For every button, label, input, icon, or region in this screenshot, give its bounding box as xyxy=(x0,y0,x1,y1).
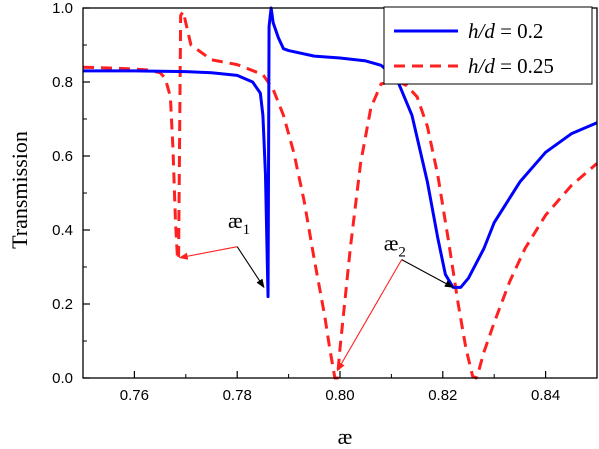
y-tick-label: 0.6 xyxy=(52,148,73,165)
x-axis-title: æ xyxy=(338,424,353,449)
y-tick-label: 0.0 xyxy=(52,370,73,387)
y-tick-label: 0.4 xyxy=(52,222,73,239)
x-tick-label: 0.84 xyxy=(531,387,560,404)
annotation-arrow-2-black xyxy=(401,259,454,288)
y-axis-title: Transmission xyxy=(7,131,32,249)
legend-label-series-1-value: = 0.2 xyxy=(495,19,544,43)
legend-label-series-1-prefix: h/d xyxy=(468,19,495,43)
annotation-label-1-subscript: 1 xyxy=(243,222,251,238)
y-tick-label: 0.8 xyxy=(52,74,73,91)
annotation-label-2: æ2 xyxy=(384,230,406,260)
legend-label-series-2: h/d = 0.25 xyxy=(468,54,554,78)
legend-label-series-2-value: = 0.25 xyxy=(495,54,554,78)
annotation-label-2-subscript: 2 xyxy=(398,244,406,260)
y-tick-label: 0.2 xyxy=(52,296,73,313)
annotation-label-2-base: æ xyxy=(384,230,399,255)
tick-layer: 0.76 0.78 0.80 0.82 0.84 0.0 0.2 0.4 0.6 0.8 1.0 xyxy=(52,0,560,404)
y-tick-label: 1.0 xyxy=(52,0,73,17)
annotation-label-1: æ1 xyxy=(228,208,250,238)
annotation-label-1-base: æ xyxy=(228,208,243,233)
x-tick-label: 0.76 xyxy=(120,387,149,404)
plot-frame xyxy=(82,7,598,379)
series-line-1 xyxy=(83,6,598,299)
legend-box xyxy=(383,6,593,85)
annotation-arrow-1-red xyxy=(178,246,238,260)
x-tick-label: 0.82 xyxy=(428,387,457,404)
x-tick-label: 0.80 xyxy=(325,387,354,404)
legend-label-series-2-prefix: h/d xyxy=(468,54,495,78)
annotation-arrow-1-black xyxy=(236,246,265,289)
annotation-arrow-2-red xyxy=(336,259,403,372)
x-tick-label: 0.78 xyxy=(223,387,252,404)
legend: h/d = 0.2 h/d = 0.25 xyxy=(383,6,593,85)
legend-label-series-1: h/d = 0.2 xyxy=(468,19,543,43)
